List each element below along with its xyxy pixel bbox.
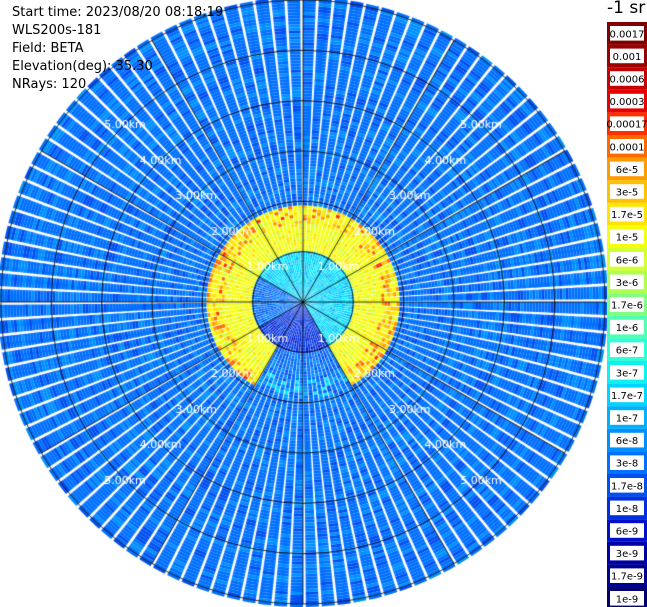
colorbar-tick-label: 6e-5 <box>616 165 639 176</box>
elevation-label: Elevation(deg): 35.30 <box>12 59 153 74</box>
colorbar-tick-label: 3e-8 <box>616 459 639 470</box>
device-label: WLS200s-181 <box>12 23 102 38</box>
colorbar-tick-label: 3e-5 <box>616 188 639 199</box>
colorbar-tick-box <box>610 71 644 86</box>
colorbar-tick-label: 0.0006 <box>610 75 645 86</box>
colorbar-tick-label: 1e-9 <box>616 594 639 605</box>
colorbar-tick-label: 1e-6 <box>616 323 639 334</box>
colorbar-tick-label: 0.0003 <box>610 97 645 108</box>
colorbar-tick-box <box>610 387 644 403</box>
colorbar-tick-label: 0.00017 <box>606 120 647 131</box>
colorbar-tick-box <box>610 455 644 470</box>
colorbar-tick-box <box>610 48 644 64</box>
colorbar-tick-box <box>610 432 644 448</box>
colorbar-tick-label: 0.001 <box>613 52 642 63</box>
colorbar-tick-box <box>610 523 644 538</box>
colorbar-tick-box <box>610 252 644 267</box>
colorbar-tick-box <box>610 184 644 199</box>
colorbar-tick-box <box>610 26 644 41</box>
colorbar-tick-label: 1e-5 <box>616 233 639 244</box>
colorbar-tick-label: 0.0017 <box>610 29 645 40</box>
colorbar-tick-label: 6e-7 <box>616 346 639 357</box>
colorbar-tick-box <box>610 274 644 290</box>
colorbar-tick-box <box>610 478 644 493</box>
colorbar-tick-box <box>610 297 644 312</box>
colorbar-tick-label: 3e-7 <box>616 368 639 379</box>
colorbar-tick-box <box>610 319 644 335</box>
colorbar-tick-label: 0.0001 <box>610 142 645 153</box>
colorbar-tick-label: 1.7e-5 <box>611 210 643 221</box>
colorbar-tick-box <box>610 568 644 583</box>
colorbar-tick-label: 1.7e-7 <box>611 391 643 402</box>
colorbar-tick-box <box>610 93 644 109</box>
colorbar-tick-box <box>610 365 644 380</box>
colorbar-tick-label: 3e-9 <box>616 549 639 560</box>
colorbar-tick-box <box>610 116 644 131</box>
colorbar-tick-label: 6e-8 <box>616 436 639 447</box>
colorbar-tick-label: 3e-6 <box>616 278 639 289</box>
colorbar-tick-label: 6e-6 <box>616 255 639 266</box>
colorbar-tick-label: 1.7e-8 <box>611 481 643 492</box>
colorbar-tick-box <box>610 410 644 425</box>
start-time-label: Start time: 2023/08/20 08:18:19 <box>12 5 224 20</box>
colorbar-tick-box <box>610 591 644 606</box>
colorbar-tick-label: 1.7e-6 <box>611 301 643 312</box>
colorbar-tick-box <box>610 139 644 154</box>
colorbar-tick-box <box>610 229 644 244</box>
field-label: Field: BETA <box>12 41 84 56</box>
colorbar-tick-box <box>610 206 644 222</box>
colorbar-tick-label: 1e-7 <box>616 414 639 425</box>
colorbar-tick-label: 1e-8 <box>616 504 639 515</box>
nrays-label: NRays: 120 <box>12 77 87 92</box>
colorbar-tick-label: 1.7e-9 <box>611 572 643 583</box>
colorbar-tick-label: 6e-9 <box>616 527 639 538</box>
colorbar-tick-box <box>610 161 644 177</box>
colorbar-unit-label: -1 sr <box>607 0 646 18</box>
colorbar-tick-box <box>610 500 644 516</box>
colorbar-tick-box <box>610 545 644 561</box>
colorbar-tick-box <box>610 342 644 357</box>
